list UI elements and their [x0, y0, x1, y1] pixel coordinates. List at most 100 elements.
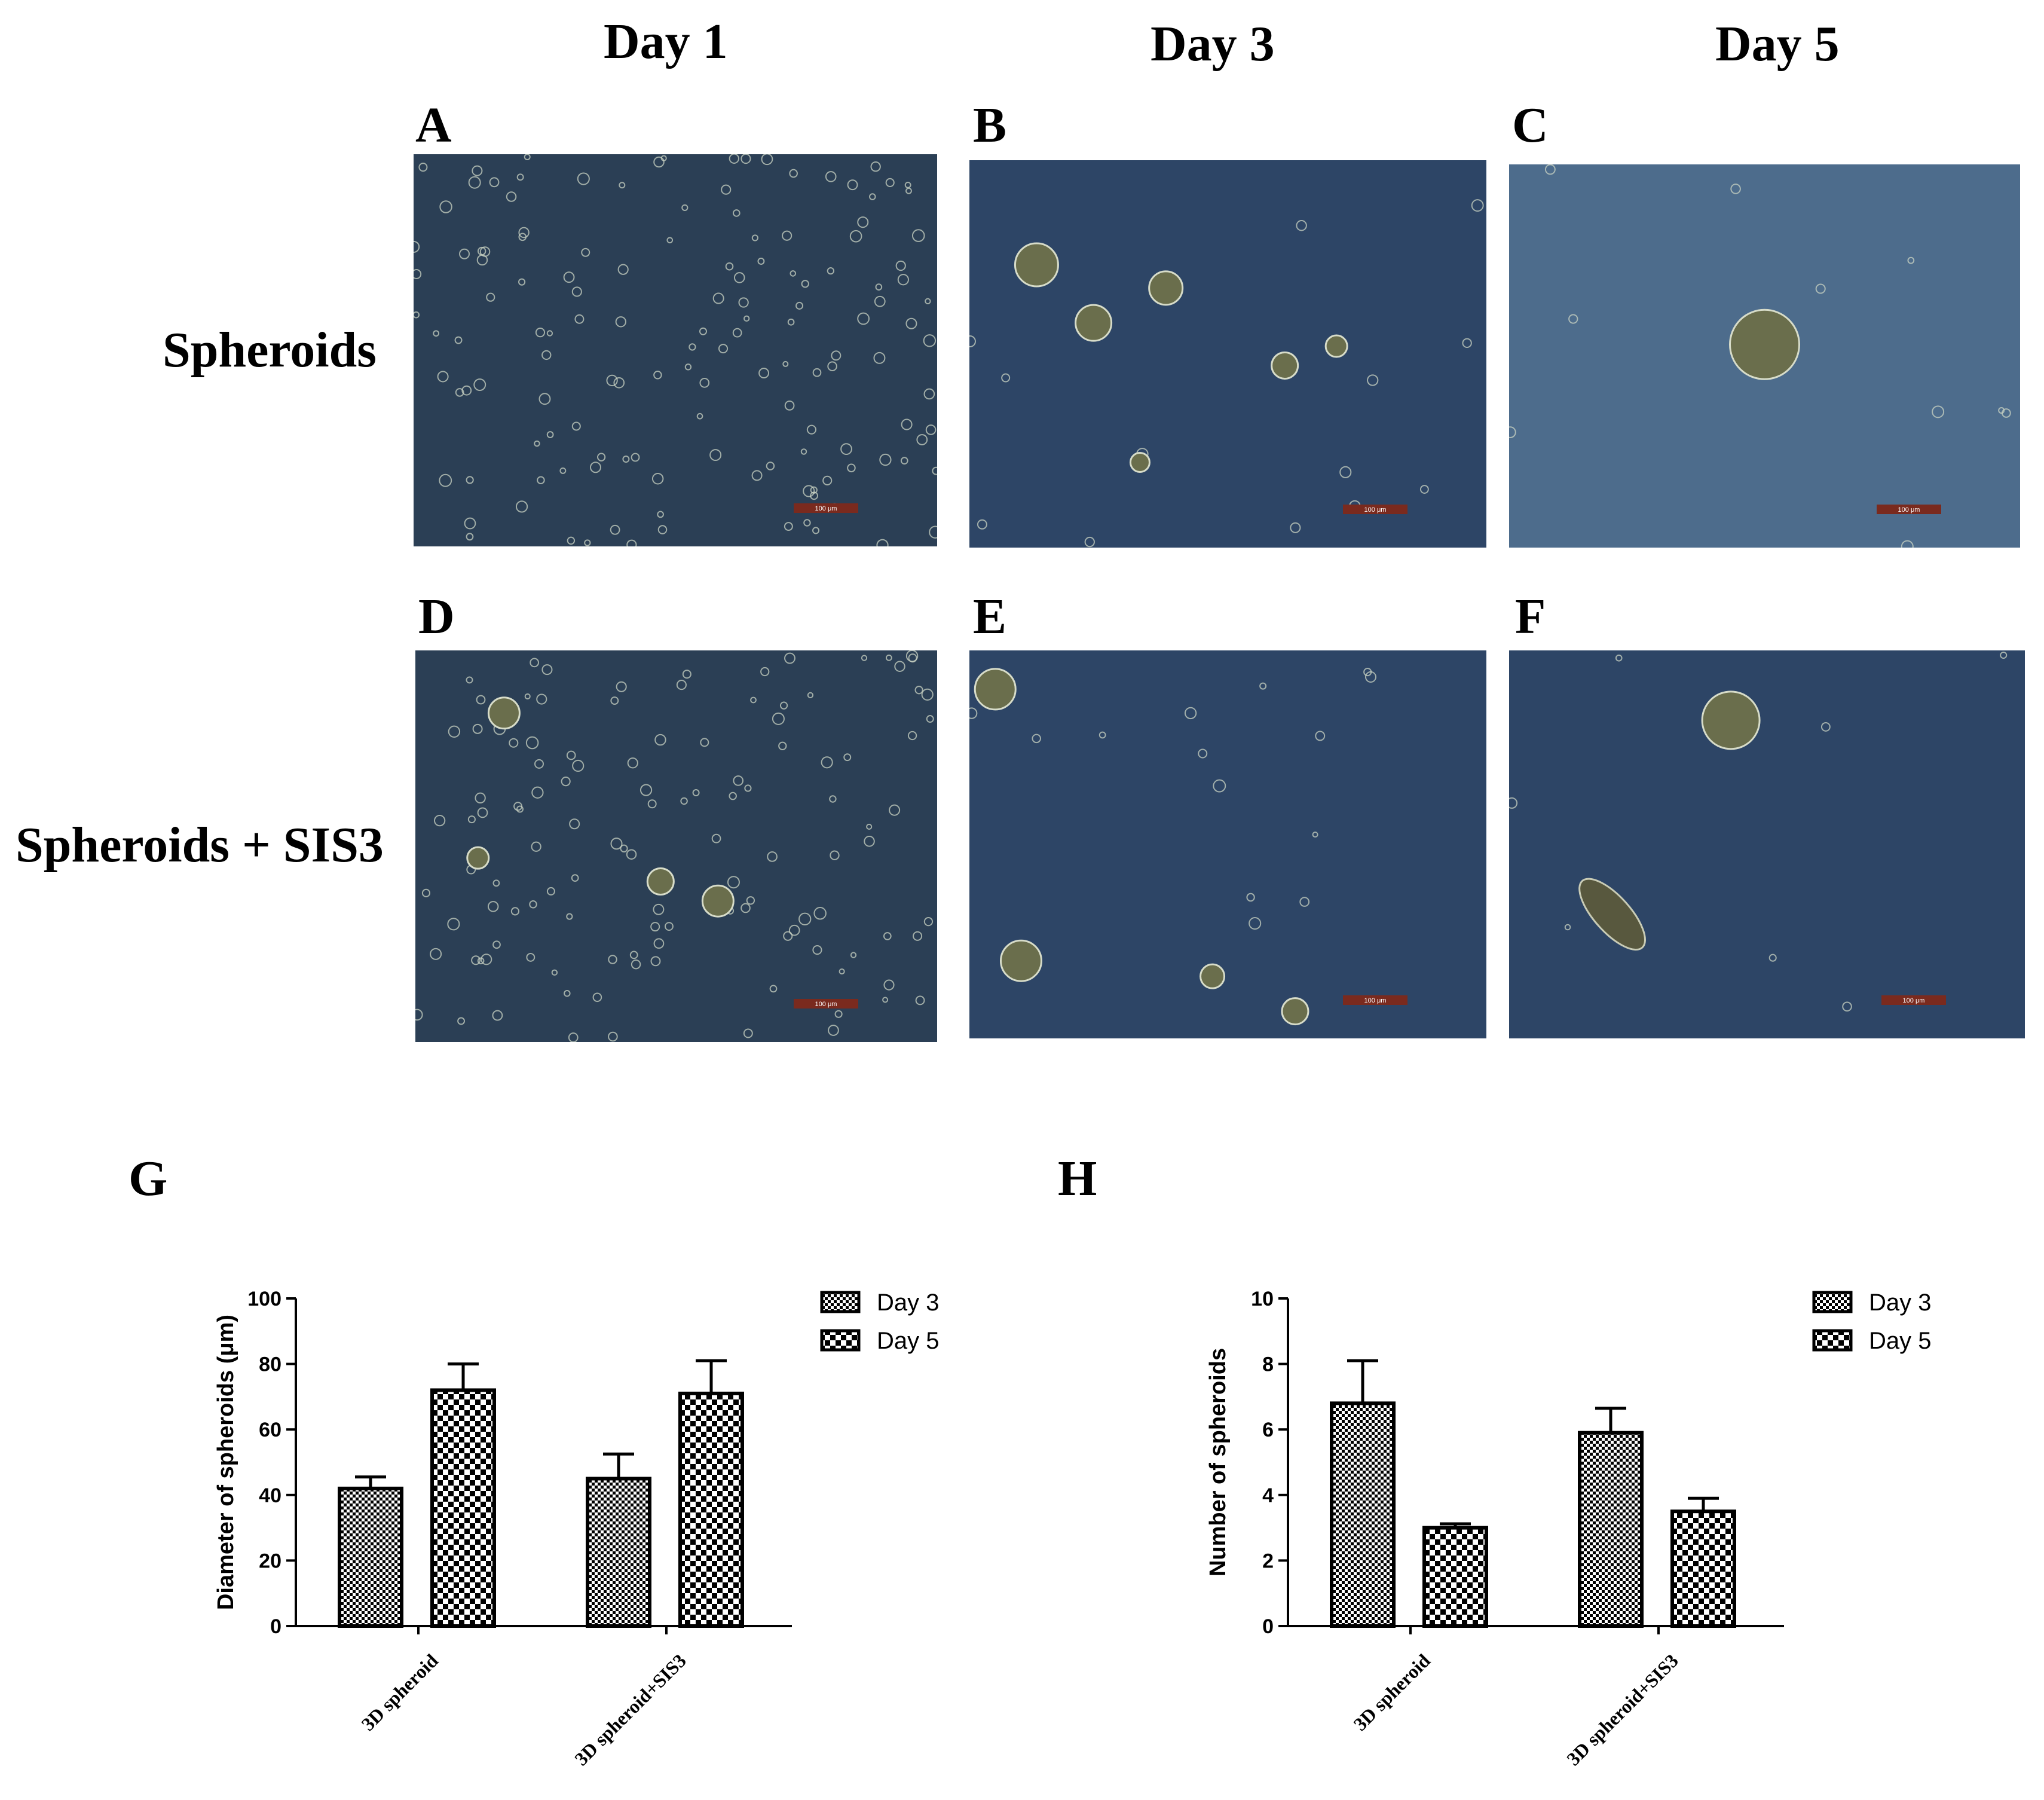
y-tick-label: 60 [259, 1419, 281, 1441]
cell [489, 177, 500, 188]
spheroid [1271, 351, 1299, 380]
spheroid [1148, 270, 1184, 306]
cell [561, 777, 571, 787]
cell [566, 750, 576, 760]
spheroid [1000, 939, 1042, 982]
cell [563, 271, 575, 283]
bar [1578, 1431, 1644, 1628]
cell [969, 335, 976, 347]
cell [839, 968, 845, 975]
cell [439, 200, 452, 213]
micrograph-image: 100 μm [415, 650, 937, 1042]
micrograph-c: 100 μm [1509, 164, 2020, 548]
cell [529, 900, 537, 909]
cell [1084, 536, 1095, 548]
cell [895, 260, 906, 271]
cell [606, 374, 618, 387]
cell [810, 491, 818, 500]
cell [414, 311, 420, 319]
cell [923, 334, 937, 347]
micrograph-image: 100 μm [1509, 164, 2020, 548]
chart-g: 0 20 40 60 80 100 Diameter of spheroids (μm) 3D… [213, 1288, 940, 1770]
cell [929, 525, 937, 539]
cell [559, 467, 567, 474]
cell [639, 784, 653, 796]
cell [788, 924, 800, 936]
legend-swatch [820, 1291, 861, 1313]
cell [653, 903, 665, 915]
cell [751, 234, 758, 242]
spheroid [1281, 997, 1309, 1026]
x-tick-label: 3D spheroid [357, 1649, 442, 1735]
cell [744, 784, 752, 792]
cell [904, 182, 911, 188]
cell [699, 378, 710, 388]
micrograph-background [1509, 650, 2025, 1038]
cell [783, 931, 793, 941]
spheroid [646, 867, 675, 896]
y-tick-label: 8 [1262, 1353, 1274, 1376]
cell [772, 712, 785, 725]
scale-bar-label: 100 μm [815, 1001, 837, 1008]
spheroid [1200, 963, 1226, 989]
spheroid [1129, 451, 1150, 473]
cell [492, 1010, 503, 1021]
spheroid [1701, 690, 1761, 750]
cell [613, 377, 625, 389]
cell [1099, 731, 1106, 739]
y-tick-label: 100 [247, 1288, 281, 1310]
cell [461, 385, 472, 396]
cell [847, 179, 858, 191]
micrograph-background [414, 154, 937, 546]
cell [712, 292, 724, 304]
cell [466, 533, 474, 541]
cell [574, 314, 585, 324]
cell [778, 741, 787, 750]
cell [810, 486, 818, 494]
cell [885, 654, 892, 661]
cell [699, 327, 708, 335]
y-tick-label: 20 [259, 1550, 281, 1572]
cell [913, 931, 923, 941]
scale-bar-label: 100 μm [1364, 506, 1387, 514]
cell [473, 378, 486, 392]
cell [798, 912, 812, 926]
cell [784, 652, 795, 664]
cell [873, 352, 886, 364]
cell [795, 301, 804, 310]
cell [564, 989, 571, 997]
x-tick-label: 3D spheroid+SIS3 [1562, 1649, 1682, 1770]
cell [568, 1032, 579, 1042]
cell [900, 457, 908, 464]
scale-bar-label: 100 μm [815, 505, 837, 512]
cell [907, 731, 917, 741]
cell [653, 371, 662, 380]
cell [782, 360, 789, 367]
cell [733, 775, 744, 786]
micrograph-image: 100 μm [414, 154, 937, 546]
cell [921, 688, 934, 701]
x-tick-label: 3D spheroid [1349, 1649, 1434, 1735]
cell [977, 519, 987, 530]
cell [535, 328, 546, 338]
cell [615, 316, 626, 328]
spheroid [1729, 308, 1800, 380]
cell [874, 295, 886, 307]
spheroid [487, 696, 521, 730]
cell [581, 247, 590, 257]
cell [418, 163, 428, 172]
cell [534, 759, 544, 769]
spheroid [1324, 334, 1348, 358]
cell [492, 940, 501, 949]
cell [923, 388, 935, 400]
cell [849, 230, 862, 243]
cell [915, 995, 925, 1006]
column-header-day-5: Day 5 [1715, 16, 1840, 72]
cell [897, 274, 909, 286]
cell [812, 945, 822, 955]
panel-label-c: C [1512, 97, 1549, 153]
cell [477, 807, 488, 818]
cell [901, 418, 913, 430]
cell [680, 797, 688, 805]
